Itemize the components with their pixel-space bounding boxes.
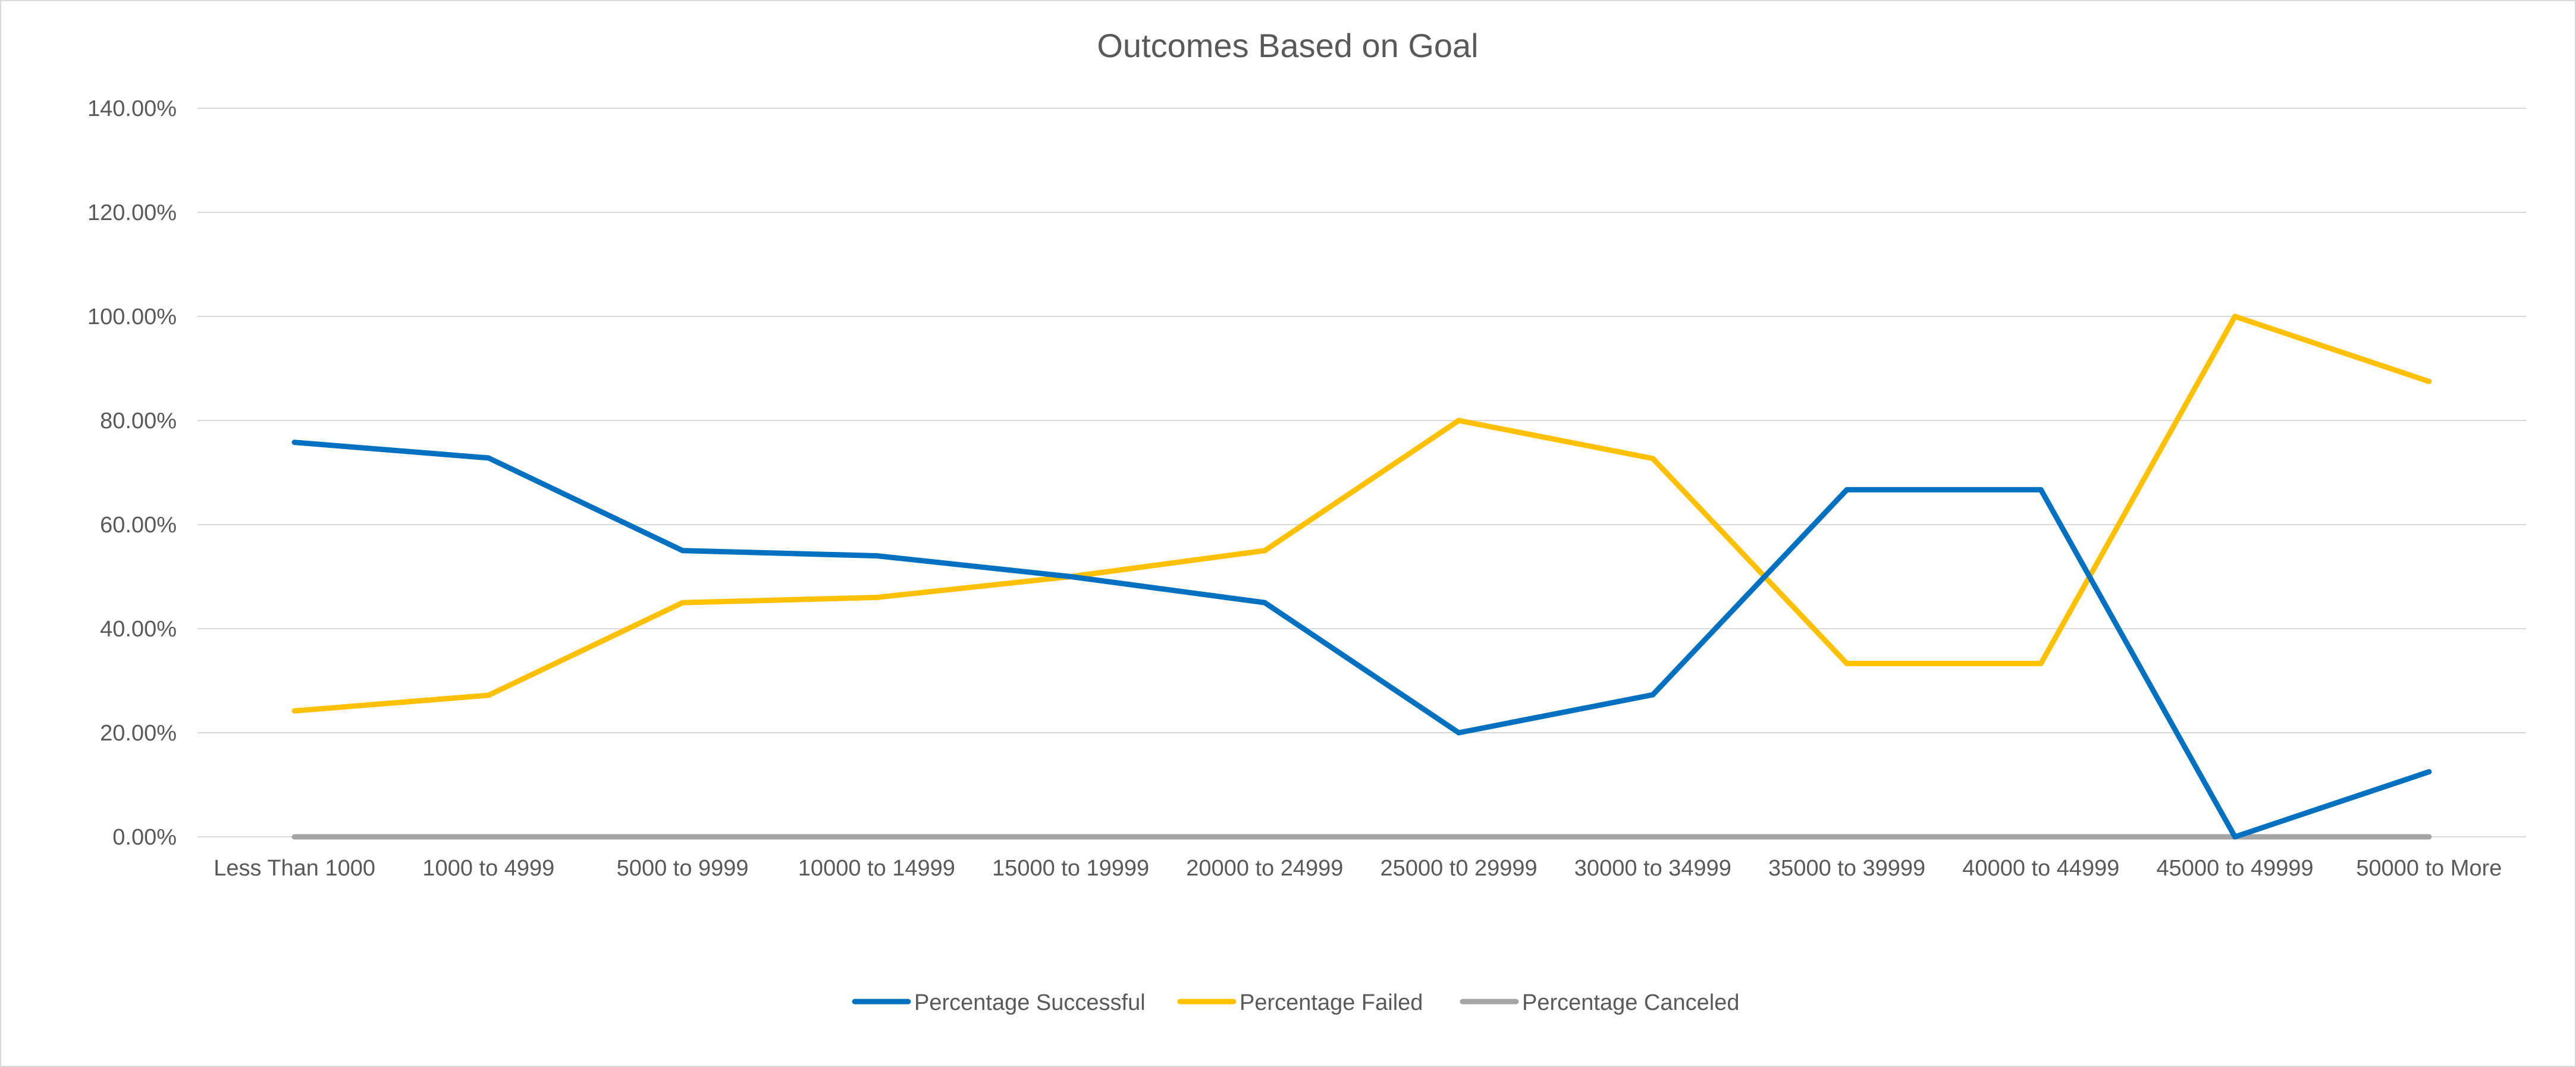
gridlines (197, 108, 2526, 837)
data-point (2426, 769, 2432, 775)
x-tick-label: 35000 to 39999 (1768, 856, 1925, 881)
series-lines (291, 313, 2432, 840)
data-point (1844, 487, 1850, 492)
x-tick-label: 50000 to More (2356, 856, 2502, 881)
y-tick-label: 60.00% (100, 513, 177, 538)
legend-label: Percentage Canceled (1522, 990, 1739, 1015)
data-point (1844, 834, 1850, 840)
x-tick-label: 1000 to 4999 (422, 856, 554, 881)
x-tick-label: 25000 t0 29999 (1380, 856, 1538, 881)
y-tick-label: 100.00% (87, 305, 177, 329)
x-tick-label: 45000 to 49999 (2157, 856, 2314, 881)
data-point (1844, 661, 1850, 667)
data-point (291, 708, 297, 714)
data-point (1456, 834, 1462, 840)
data-point (680, 600, 686, 605)
x-tick-label: 15000 to 19999 (992, 856, 1149, 881)
x-tick-label: 30000 to 34999 (1574, 856, 1731, 881)
x-axis-ticks: Less Than 1000 1000 to 4999 5000 to 9999 10… (214, 856, 2502, 881)
data-point (2426, 378, 2432, 384)
series-percentage-canceled (291, 834, 2432, 840)
x-tick-label: 20000 to 24999 (1186, 856, 1343, 881)
data-point (874, 834, 880, 840)
x-tick-label: 10000 to 14999 (798, 856, 955, 881)
data-point (2426, 834, 2432, 840)
data-point (485, 455, 491, 461)
legend-item: Percentage Canceled (1460, 990, 1739, 1015)
series-percentage-failed (291, 313, 2432, 714)
data-point (874, 553, 880, 558)
y-axis-ticks: 0.00% 20.00% 40.00% 60.00% 80.00% 100.00% 120.… (87, 96, 177, 850)
legend: Percentage Successful Percentage Failed Pe… (852, 990, 1739, 1015)
legend-label: Percentage Successful (914, 990, 1146, 1015)
legend-label: Percentage Failed (1240, 990, 1423, 1015)
y-tick-label: 40.00% (100, 617, 177, 642)
data-point (1456, 418, 1462, 423)
data-point (1456, 730, 1462, 736)
legend-item: Percentage Successful (852, 990, 1146, 1015)
series-percentage-successful (291, 440, 2432, 840)
y-tick-label: 140.00% (87, 96, 177, 121)
y-tick-label: 80.00% (100, 409, 177, 434)
data-point (874, 595, 880, 600)
data-point (2038, 487, 2044, 492)
data-point (2232, 834, 2238, 840)
series-line (291, 313, 2432, 714)
data-point (1068, 834, 1074, 840)
x-tick-label: Less Than 1000 (214, 856, 375, 881)
data-point (1262, 600, 1267, 605)
data-point (291, 834, 297, 840)
legend-item: Percentage Failed (1177, 990, 1423, 1015)
data-point (1262, 548, 1267, 554)
data-point (1650, 692, 1656, 698)
x-tick-label: 5000 to 9999 (617, 856, 749, 881)
series-line (291, 440, 2432, 840)
data-point (485, 834, 491, 840)
data-point (291, 440, 297, 445)
y-tick-label: 20.00% (100, 721, 177, 746)
data-point (1262, 834, 1267, 840)
data-point (485, 692, 491, 698)
data-point (2232, 313, 2238, 319)
data-point (680, 834, 686, 840)
data-point (2038, 661, 2044, 667)
data-point (1650, 834, 1656, 840)
chart-title: Outcomes Based on Goal (1097, 27, 1478, 64)
data-point (1650, 456, 1656, 462)
data-point (1068, 574, 1074, 579)
data-point (680, 548, 686, 554)
data-point (2038, 834, 2044, 840)
x-tick-label: 40000 to 44999 (1962, 856, 2119, 881)
y-tick-label: 120.00% (87, 200, 177, 225)
y-tick-label: 0.00% (112, 825, 177, 850)
